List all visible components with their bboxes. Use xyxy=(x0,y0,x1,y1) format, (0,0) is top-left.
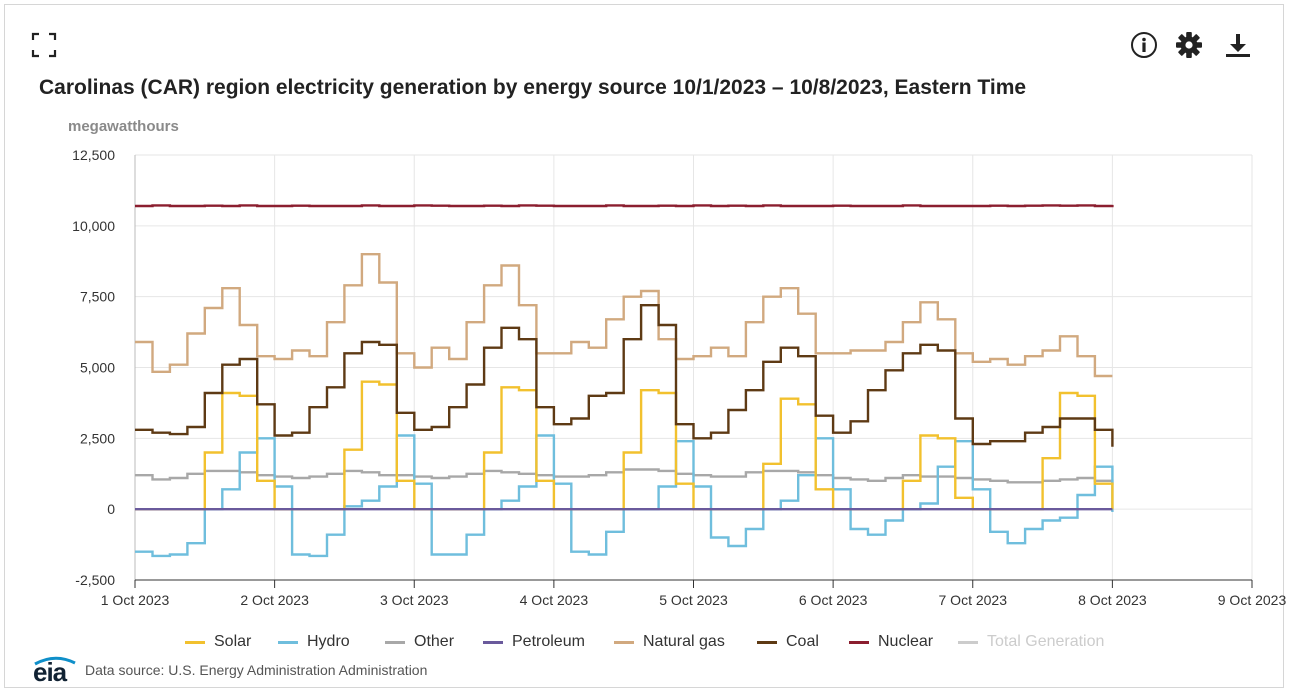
gear-icon[interactable] xyxy=(1175,31,1203,59)
y-axis-unit-label: megawatthours xyxy=(68,118,179,135)
chart-title: Carolinas (CAR) region electricity gener… xyxy=(39,76,1027,99)
series-lines xyxy=(135,204,1114,558)
x-tick-label: 1 Oct 2023 xyxy=(101,592,170,608)
series-line-solar[interactable] xyxy=(135,380,1114,511)
legend-swatch xyxy=(958,640,978,644)
legend: Solar Hydro Other Petroleum Natural gas Coal N… xyxy=(0,630,1292,654)
info-icon[interactable] xyxy=(1130,31,1158,59)
x-tick-label: 3 Oct 2023 xyxy=(380,592,449,608)
legend-swatch xyxy=(385,640,405,644)
legend-item-other[interactable]: Other xyxy=(385,630,454,654)
legend-label: Natural gas xyxy=(643,633,725,650)
x-tick-label: 7 Oct 2023 xyxy=(939,592,1008,608)
legend-swatch xyxy=(278,640,298,644)
series-line-coal[interactable] xyxy=(135,304,1114,447)
legend-item-nuclear[interactable]: Nuclear xyxy=(849,630,933,654)
legend-swatch xyxy=(483,640,503,644)
legend-label: Nuclear xyxy=(878,633,934,650)
y-tick-label: 10,000 xyxy=(72,218,115,234)
legend-label: Solar xyxy=(214,633,252,650)
y-tick-label: -2,500 xyxy=(75,572,115,588)
legend-item-coal[interactable]: Coal xyxy=(757,630,819,654)
y-tick-label: 12,500 xyxy=(72,147,115,163)
x-tick-label: 8 Oct 2023 xyxy=(1078,592,1147,608)
legend-swatch xyxy=(849,640,869,644)
download-icon[interactable] xyxy=(1223,31,1253,59)
legend-label: Total Generation xyxy=(987,633,1105,650)
expand-icon[interactable] xyxy=(28,31,60,59)
y-axis: -2,500 0 2,500 5,000 7,500 10,000 12,500 xyxy=(72,147,115,588)
footer: eia Data source: U.S. Energy Administrat… xyxy=(31,655,428,687)
eia-logo xyxy=(34,656,76,666)
y-tick-label: 2,500 xyxy=(80,430,115,446)
legend-swatch xyxy=(614,640,634,644)
x-tick-label: 4 Oct 2023 xyxy=(520,592,589,608)
eia-logo-text: eia xyxy=(33,657,67,687)
x-tick-label: 9 Oct 2023 xyxy=(1218,592,1287,608)
y-tick-label: 0 xyxy=(107,501,115,517)
x-tick-label: 5 Oct 2023 xyxy=(659,592,728,608)
legend-label: Coal xyxy=(786,633,819,650)
legend-swatch xyxy=(757,640,777,644)
y-tick-label: 7,500 xyxy=(80,289,115,305)
x-axis: 1 Oct 2023 2 Oct 2023 3 Oct 2023 4 Oct 2023… xyxy=(101,155,1287,608)
legend-item-hydro[interactable]: Hydro xyxy=(278,630,350,654)
legend-label: Hydro xyxy=(307,633,350,650)
legend-item-total-generation[interactable]: Total Generation xyxy=(958,630,1104,654)
y-tick-label: 5,000 xyxy=(80,360,115,376)
legend-item-petroleum[interactable]: Petroleum xyxy=(483,630,585,654)
x-tick-label: 6 Oct 2023 xyxy=(799,592,868,608)
data-source: Data source: U.S. Energy Administration … xyxy=(85,662,428,678)
chart-container xyxy=(4,4,1284,688)
legend-item-natural-gas[interactable]: Natural gas xyxy=(614,630,725,654)
x-tick-label: 2 Oct 2023 xyxy=(240,592,309,608)
legend-label: Other xyxy=(414,633,455,650)
legend-item-solar[interactable]: Solar xyxy=(185,630,251,654)
series-line-nuclear[interactable] xyxy=(135,204,1114,208)
grid xyxy=(134,154,1253,581)
legend-swatch xyxy=(185,640,205,644)
plot-area: -2,500 0 2,500 5,000 7,500 10,000 12,500 1 Oct… xyxy=(72,147,1287,608)
legend-label: Petroleum xyxy=(512,633,585,650)
series-line-natural-gas[interactable] xyxy=(135,253,1113,378)
